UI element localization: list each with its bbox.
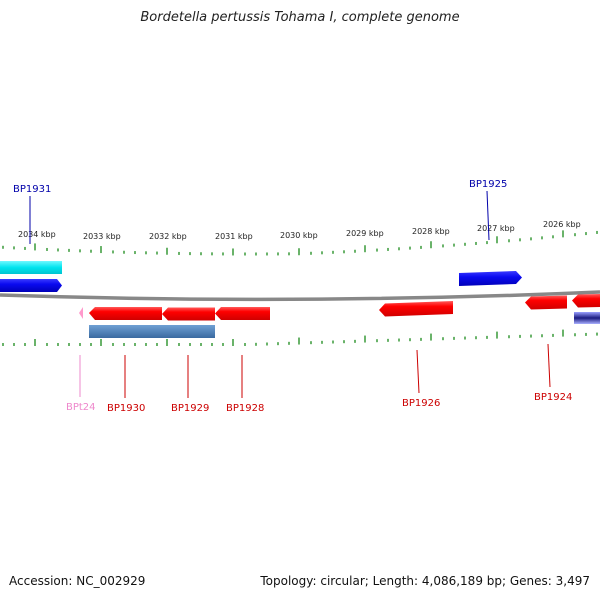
forward-strand-features	[0, 261, 522, 292]
gene-labels: BP1931 BP1925 BPt24 BP1930 BP1929 BP1928…	[13, 179, 572, 414]
gene-bp1929-arrow[interactable]	[162, 307, 215, 321]
map-title: Bordetella pertussis Tohama I, complete …	[140, 10, 460, 25]
gene-bp1925-arrow[interactable]	[459, 271, 522, 286]
operon-bar-right[interactable]	[162, 325, 215, 338]
gene-bp1924-arrow[interactable]	[525, 295, 567, 310]
gene-label-bp1931[interactable]: BP1931	[13, 184, 51, 195]
kbp-label: 2028 kbp	[412, 227, 450, 236]
kbp-label: 2029 kbp	[346, 229, 384, 238]
kbp-label: 2027 kbp	[477, 224, 515, 233]
kbp-label: 2034 kbp	[18, 230, 56, 239]
kbp-labels: 2034 kbp 2033 kbp 2032 kbp 2031 kbp 2030…	[18, 220, 581, 241]
gene-bp1926-arrow[interactable]	[379, 301, 453, 317]
kbp-label: 2031 kbp	[215, 232, 253, 241]
gene-label-bp1928[interactable]: BP1928	[226, 403, 264, 414]
gene-label-bp1929[interactable]: BP1929	[171, 403, 209, 414]
navy-feature[interactable]	[574, 312, 600, 324]
kbp-label: 2026 kbp	[543, 220, 581, 229]
accession-text: Accession: NC_002929	[9, 574, 146, 588]
kbp-label: 2032 kbp	[149, 232, 187, 241]
genome-backbone	[0, 290, 600, 302]
gene-bp1931-arrow[interactable]	[0, 279, 62, 292]
genome-stats-text: Topology: circular; Length: 4,086,189 bp…	[260, 574, 590, 588]
kbp-ticks-lower	[2, 329, 598, 346]
kbp-label: 2033 kbp	[83, 232, 121, 241]
gene-label-bp1924[interactable]: BP1924	[534, 392, 572, 403]
kbp-label: 2030 kbp	[280, 231, 318, 240]
cyan-feature[interactable]	[0, 261, 62, 274]
gene-label-bp1926[interactable]: BP1926	[402, 398, 440, 409]
trna-bpt24-arrow[interactable]	[79, 307, 83, 319]
gene-partial-red-arrow[interactable]	[572, 294, 600, 308]
label-leader-lines	[29, 190, 551, 398]
reverse-strand-features	[79, 294, 600, 338]
kbp-ticks-upper	[2, 230, 598, 256]
gene-label-bpt24[interactable]: BPt24	[66, 402, 96, 413]
gene-bp1928-arrow[interactable]	[215, 307, 270, 320]
gene-bp1930-arrow[interactable]	[89, 307, 162, 320]
operon-bar-left[interactable]	[89, 325, 162, 338]
gene-label-bp1925[interactable]: BP1925	[469, 179, 507, 190]
gene-label-bp1930[interactable]: BP1930	[107, 403, 145, 414]
